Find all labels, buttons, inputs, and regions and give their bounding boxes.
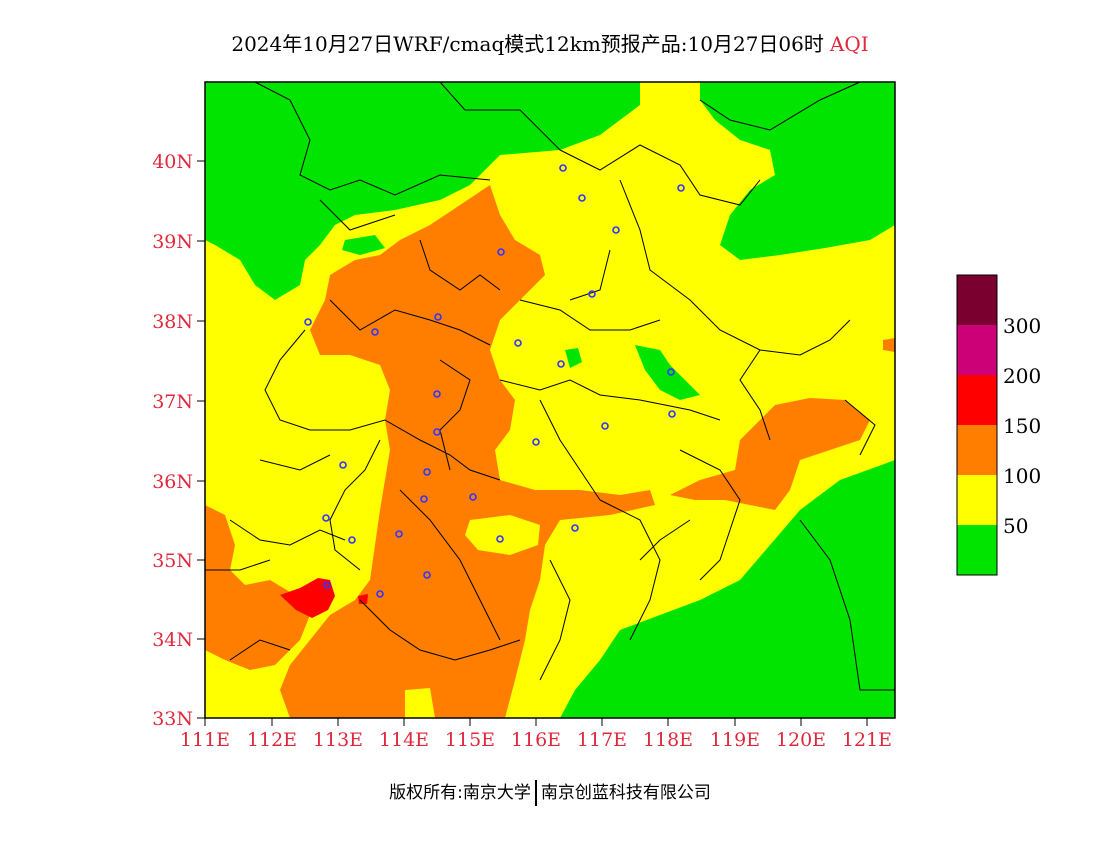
legend-swatch-0 xyxy=(957,275,997,325)
aqi-zone-0-50-southeast xyxy=(560,460,895,718)
lat-label-34n: 34N xyxy=(152,629,193,651)
legend-label-50: 50 xyxy=(1003,514,1028,538)
title-variable: AQI xyxy=(829,32,869,56)
city-markers xyxy=(304,164,685,598)
lat-label-40n: 40N xyxy=(152,151,193,173)
footer: 版权所有:南京大学 南京创蓝科技有限公司 xyxy=(0,778,1100,806)
aqi-field xyxy=(205,82,895,718)
aqi-legend: 300 200 150 100 50 xyxy=(956,274,1041,576)
aqi-zone-0-50-north xyxy=(205,82,640,300)
province-boundaries xyxy=(205,82,895,691)
legend-label-100: 100 xyxy=(1003,464,1041,488)
lon-label-115e: 115E xyxy=(445,729,495,751)
legend-frame xyxy=(956,274,998,576)
legend-swatch-4 xyxy=(957,475,997,525)
legend-swatch-3 xyxy=(957,425,997,475)
aqi-zone-100-150-east xyxy=(670,398,870,510)
lon-label-121e: 121E xyxy=(842,729,892,751)
aqi-zone-0-50-northeast xyxy=(700,82,895,260)
lat-label-38n: 38N xyxy=(152,311,193,333)
lon-label-120e: 120E xyxy=(776,729,826,751)
lon-label-114e: 114E xyxy=(379,729,429,751)
aqi-hole-1 xyxy=(465,515,540,555)
aqi-zone-150-200-small xyxy=(358,594,368,604)
map-frame xyxy=(204,81,896,719)
aqi-zone-100-150-southwest xyxy=(205,505,310,670)
lon-label-112e: 112E xyxy=(247,729,297,751)
lat-label-36n: 36N xyxy=(152,471,193,493)
longitude-axis: 111E 112E 113E 114E 115E 116E 117E 118E … xyxy=(180,718,892,751)
aqi-hole-2 xyxy=(405,688,435,718)
lat-label-37n: 37N xyxy=(152,391,193,413)
footer-separator xyxy=(534,780,537,806)
aqi-zone-100-150-central xyxy=(280,185,655,718)
legend-swatch-1 xyxy=(957,325,997,375)
legend-swatch-2 xyxy=(957,375,997,425)
aqi-zone-150-200 xyxy=(280,578,335,618)
lon-label-117e: 117E xyxy=(577,729,627,751)
footer-company: 南京创蓝科技有限公司 xyxy=(540,783,711,803)
aqi-zone-0-50-patch3 xyxy=(565,348,582,368)
legend-swatch-5 xyxy=(957,525,997,575)
legend-label-200: 200 xyxy=(1003,364,1041,388)
lat-label-33n: 33N xyxy=(152,708,193,730)
lon-label-111e: 111E xyxy=(180,729,230,751)
title-main: 2024年10月27日WRF/cmaq模式12km预报产品:10月27日06时 xyxy=(231,32,824,56)
lat-label-35n: 35N xyxy=(152,550,193,572)
legend-label-300: 300 xyxy=(1003,314,1041,338)
legend-label-150: 150 xyxy=(1003,414,1041,438)
map-title: 2024年10月27日WRF/cmaq模式12km预报产品:10月27日06时 A… xyxy=(0,28,1100,57)
lon-label-119e: 119E xyxy=(710,729,760,751)
lat-label-39n: 39N xyxy=(152,231,193,253)
lon-label-118e: 118E xyxy=(643,729,693,751)
latitude-axis: 40N 39N 38N 37N 36N 35N 34N 33N xyxy=(152,151,205,730)
footer-copyright: 版权所有:南京大学 xyxy=(389,783,531,803)
lon-label-113e: 113E xyxy=(313,729,363,751)
lon-label-116e: 116E xyxy=(511,729,561,751)
aqi-zone-0-50-patch1 xyxy=(342,235,385,255)
aqi-zone-100-150-coast xyxy=(883,338,895,352)
